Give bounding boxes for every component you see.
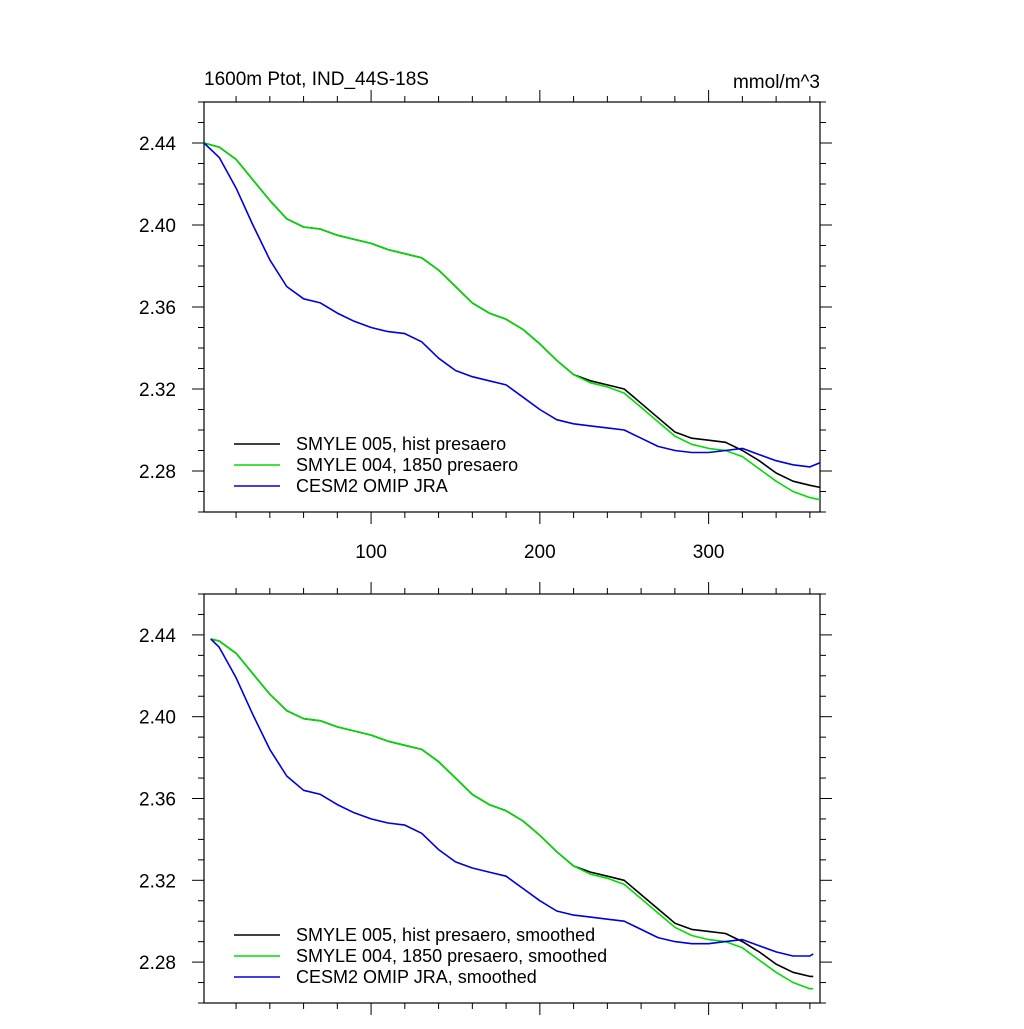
panel-2-ytick-label: 2.44 [139, 626, 176, 647]
panel-1-xtick-label: 200 [524, 542, 556, 563]
panel-2-series-line-3 [210, 638, 814, 957]
panel-1-ytick-label: 2.36 [139, 298, 176, 319]
panel-1-ytick-label: 2.32 [139, 380, 176, 401]
panel-2-legend-label-2: SMYLE 004, 1850 presaero, smoothed [296, 946, 607, 966]
panel-1-legend-label-3: CESM2 OMIP JRA [296, 476, 448, 496]
chart-title: 1600m Ptot, IND_44S-18S [204, 69, 429, 90]
panel-1-legend-label-2: SMYLE 004, 1850 presaero [296, 455, 518, 475]
panel-1-xtick-label: 300 [693, 542, 725, 563]
panel-1: 2.28 2.32 2.36 2.40 2.44 100 200 300 1600m Ptot,… [139, 69, 832, 563]
panel-1-ytick-label: 2.44 [139, 134, 176, 155]
panel-2-ytick-label: 2.40 [139, 708, 176, 729]
panel-1-legend-label-1: SMYLE 005, hist presaero [296, 434, 506, 454]
panel-2-legend: SMYLE 005, hist presaero, smoothedSMYLE … [234, 925, 607, 987]
panel-1-series-line-3 [203, 142, 821, 468]
panel-2-ytick-label: 2.28 [139, 953, 176, 974]
panel-2-legend-label-3: CESM2 OMIP JRA, smoothed [296, 967, 537, 987]
panel-2: 2.28 2.32 2.36 2.40 2.44 SMYLE 005, hist pres… [139, 582, 832, 1015]
panel-2-ytick-label: 2.32 [139, 871, 176, 892]
chart-units: mmol/m^3 [733, 72, 820, 93]
panel-2-ytick-label: 2.36 [139, 790, 176, 811]
panel-1-xtick-label: 100 [355, 542, 387, 563]
panel-2-legend-label-1: SMYLE 005, hist presaero, smoothed [296, 925, 595, 945]
panel-1-ytick-label: 2.40 [139, 216, 176, 237]
panel-1-ytick-label: 2.28 [139, 462, 176, 483]
